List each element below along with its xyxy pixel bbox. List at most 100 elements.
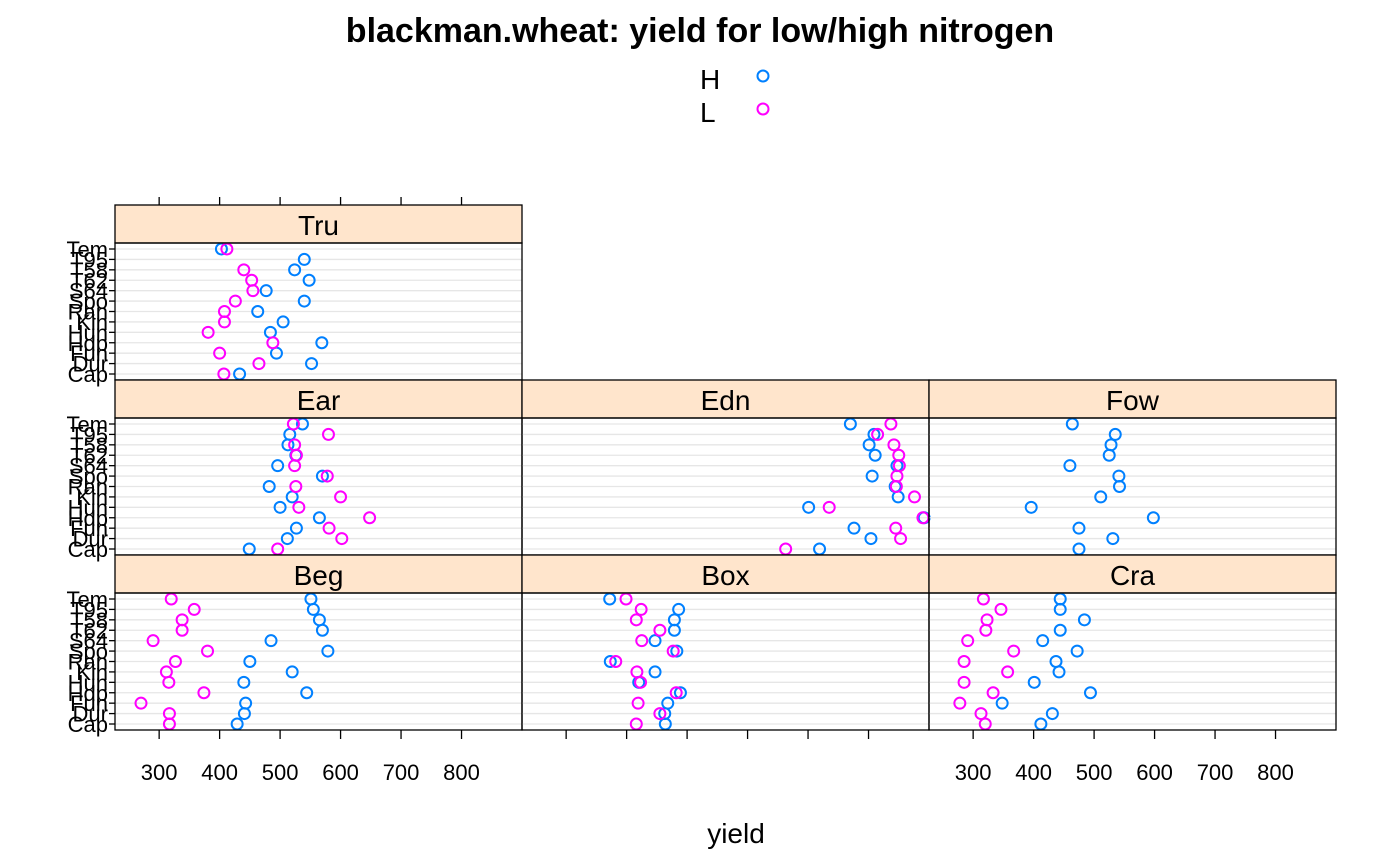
panel-strip-label: Fow <box>1106 385 1160 416</box>
point-l-tru <box>201 325 215 339</box>
point-l-edn <box>871 427 885 441</box>
point-l-box <box>653 707 667 721</box>
point-l-beg <box>159 665 173 679</box>
point-l-cra <box>1001 665 1015 679</box>
point-h-ear <box>273 500 287 514</box>
point-h-tru <box>259 284 273 298</box>
point-l-cra <box>986 686 1000 700</box>
point-h-fow <box>1072 521 1086 535</box>
point-l-beg <box>162 707 176 721</box>
point-h-edn <box>868 448 882 462</box>
point-l-beg <box>134 696 148 710</box>
panel-strip <box>114 204 523 244</box>
y-tick-label: Cap <box>68 537 108 562</box>
point-l-ear <box>363 511 377 525</box>
y-tick-label: T95 <box>70 247 108 272</box>
point-h-cra <box>1053 623 1067 637</box>
y-tick-label: Dur <box>73 527 108 552</box>
x-tick-label: 400 <box>1015 760 1052 785</box>
y-tick-label: Tem <box>66 587 108 612</box>
point-l-beg <box>187 602 201 616</box>
point-l-tru <box>237 263 251 277</box>
y-tick-label: Hdp <box>68 506 108 531</box>
point-h-fow <box>1108 427 1122 441</box>
legend-marker-h <box>756 69 770 83</box>
point-l-ear <box>288 438 302 452</box>
point-h-fow <box>1106 532 1120 546</box>
point-l-ear <box>322 521 336 535</box>
point-l-cra <box>961 634 975 648</box>
point-l-tru <box>228 294 242 308</box>
point-h-tru <box>305 357 319 371</box>
y-tick-label: T95 <box>70 422 108 447</box>
panel-strip <box>114 379 523 419</box>
point-h-edn <box>864 532 878 546</box>
panel-strip-label: Beg <box>294 560 344 591</box>
x-tick-label: 300 <box>955 760 992 785</box>
point-h-cra <box>1027 675 1041 689</box>
y-tick-label: Hdp <box>68 681 108 706</box>
point-h-edn <box>867 427 881 441</box>
point-l-edn <box>894 532 908 546</box>
point-h-fow <box>1024 500 1038 514</box>
legend-label-l: L <box>700 97 716 128</box>
point-l-box <box>631 696 645 710</box>
point-h-cra <box>1049 655 1063 668</box>
point-h-cra <box>1083 686 1097 700</box>
point-h-ear <box>262 480 276 493</box>
point-h-fow <box>1112 469 1126 483</box>
panel-strip-label: Box <box>701 560 749 591</box>
y-tick-label: T62 <box>70 443 108 468</box>
point-h-beg <box>264 634 278 648</box>
point-h-ear <box>315 469 329 483</box>
point-l-box <box>630 665 644 679</box>
point-h-tru <box>302 273 316 287</box>
point-l-ear <box>320 469 334 483</box>
point-l-cra <box>974 707 988 721</box>
point-h-cra <box>1036 634 1050 648</box>
x-tick-label: 800 <box>1257 760 1294 785</box>
point-h-ear <box>289 521 303 535</box>
x-tick-label: 600 <box>1136 760 1173 785</box>
y-tick-label: Spo <box>69 639 108 664</box>
y-tick-label: Fun <box>70 516 108 541</box>
point-h-fow <box>1063 459 1077 473</box>
y-tick-label: T58 <box>70 608 108 633</box>
y-tick-label: T58 <box>70 258 108 283</box>
legend-marker-l <box>756 102 770 116</box>
legend: H L <box>700 64 770 128</box>
point-h-box <box>648 634 662 648</box>
point-h-tru <box>251 305 265 318</box>
point-h-box <box>603 655 617 668</box>
panel-strip-label: Edn <box>701 385 751 416</box>
point-l-ear <box>292 500 306 514</box>
point-l-box <box>609 655 623 668</box>
point-l-cra <box>957 675 971 689</box>
x-tick-label: 300 <box>141 760 178 785</box>
x-tick-label: 800 <box>443 760 480 785</box>
point-l-ear <box>335 532 349 546</box>
point-h-beg <box>243 655 257 668</box>
point-h-cra <box>995 696 1009 710</box>
point-h-box <box>648 665 662 679</box>
point-h-cra <box>1045 707 1059 721</box>
x-tick-label: 600 <box>322 760 359 785</box>
x-tick-label: 700 <box>1197 760 1234 785</box>
x-tick-label: 400 <box>201 760 238 785</box>
y-tick-label: Spo <box>69 289 108 314</box>
y-tick-label: S64 <box>69 629 108 654</box>
point-h-box <box>670 644 684 658</box>
point-l-beg <box>168 655 182 668</box>
point-h-tru <box>297 294 311 308</box>
point-h-edn <box>862 438 876 452</box>
point-h-beg <box>239 696 253 710</box>
panel-strip <box>928 379 1337 419</box>
point-l-box <box>669 686 683 700</box>
point-h-ear <box>280 532 294 546</box>
point-l-ear <box>321 427 335 441</box>
y-tick-label: S64 <box>69 454 108 479</box>
y-tick-label: Hun <box>68 320 108 345</box>
x-axis-label: yield <box>707 818 765 849</box>
x-tick-label: 500 <box>1076 760 1113 785</box>
